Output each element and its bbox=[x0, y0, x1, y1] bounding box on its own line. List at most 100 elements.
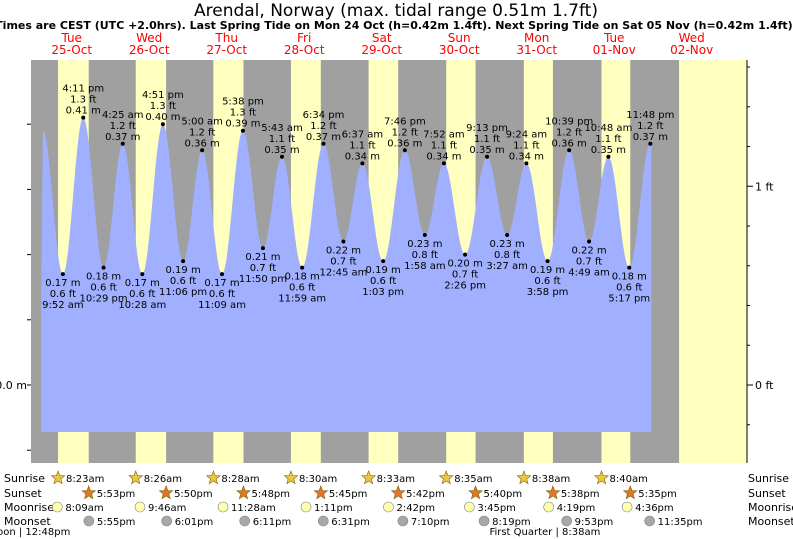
moonrise-row-label-right: Moonrise bbox=[748, 501, 793, 514]
tide-point bbox=[648, 141, 653, 146]
tide-time-label: 5:00 am bbox=[181, 116, 223, 127]
sunset-time: 5:38pm bbox=[561, 489, 600, 500]
moonset-time: 11:35pm bbox=[658, 517, 703, 528]
day-date: 29-Oct bbox=[361, 43, 402, 57]
tide-m-label: 0.37 m bbox=[306, 132, 341, 143]
tide-ft-label: 0.6 ft bbox=[370, 276, 396, 287]
tide-ft-label: 0.6 ft bbox=[616, 283, 642, 294]
tide-m-label: 0.34 m bbox=[426, 151, 461, 162]
tide-time-label: 6:34 pm bbox=[303, 110, 345, 121]
moonrise-time: 9:46am bbox=[148, 503, 186, 514]
moonrise-icon bbox=[383, 501, 394, 513]
moonrise-time: 2:42pm bbox=[396, 503, 435, 514]
tide-time-label: 10:48 am bbox=[584, 123, 632, 134]
tide-time-label: 4:49 am bbox=[568, 268, 610, 279]
tide-m-label: 0.22 m bbox=[571, 246, 606, 257]
tide-ft-label: 0.6 ft bbox=[170, 276, 196, 287]
moonset-icon bbox=[478, 515, 490, 527]
day-name: Wed bbox=[136, 31, 162, 45]
tide-m-label: 0.22 m bbox=[326, 246, 361, 257]
sunrise-icon bbox=[205, 470, 221, 485]
moonrise-icon bbox=[621, 501, 633, 513]
tide-ft-label: 1.2 ft bbox=[310, 121, 336, 132]
tide-ft-label: 1.3 ft bbox=[150, 101, 176, 112]
tide-time-label: 9:52 am bbox=[42, 300, 84, 311]
tide-time-label: 1:03 pm bbox=[362, 287, 404, 298]
tide-point bbox=[422, 233, 427, 238]
moonset-icon bbox=[397, 515, 409, 527]
day-date: 28-Oct bbox=[284, 43, 325, 57]
daylight-band bbox=[679, 60, 747, 463]
tide-ft-label: 0.7 ft bbox=[330, 257, 356, 268]
sunrise-icon bbox=[438, 470, 454, 485]
day-date: 31-Oct bbox=[516, 43, 557, 57]
sunrise-icon bbox=[128, 470, 144, 485]
day-date: 30-Oct bbox=[439, 43, 480, 57]
tide-m-label: 0.40 m bbox=[145, 112, 180, 123]
sunrise-icon bbox=[516, 470, 532, 485]
tide-ft-label: 1.2 ft bbox=[392, 127, 418, 138]
day-name: Tue bbox=[60, 31, 82, 45]
tide-m-label: 0.19 m bbox=[166, 265, 201, 276]
sunset-time: 5:42pm bbox=[406, 489, 445, 500]
moonset-icon bbox=[644, 515, 655, 527]
moonset-icon bbox=[239, 515, 251, 527]
moon-phase-label: First Quarter | 8:38am bbox=[489, 527, 600, 538]
day-name: Sun bbox=[448, 31, 471, 45]
tide-point bbox=[441, 161, 446, 166]
tide-time-label: 10:29 pm bbox=[80, 294, 128, 305]
sunset-time: 5:40pm bbox=[484, 489, 523, 500]
tide-m-label: 0.17 m bbox=[125, 278, 160, 289]
sunset-time: 5:35pm bbox=[638, 489, 677, 500]
tide-time-label: 9:24 am bbox=[506, 129, 548, 140]
tide-point bbox=[181, 259, 186, 264]
day-date: 25-Oct bbox=[51, 43, 92, 57]
tide-m-label: 0.36 m bbox=[387, 138, 422, 149]
tide-time-label: 4:11 pm bbox=[62, 84, 104, 95]
moonrise-time: 3:45pm bbox=[477, 503, 516, 514]
tide-ft-label: 0.6 ft bbox=[50, 289, 76, 300]
moonset-time: 6:11pm bbox=[253, 517, 292, 528]
sunrise-row-label: Sunrise bbox=[4, 472, 45, 485]
tide-time-label: 4:25 am bbox=[102, 110, 144, 121]
moonset-row-label-right: Moonset bbox=[748, 515, 793, 528]
tide-m-label: 0.37 m bbox=[633, 132, 668, 143]
tide-ft-label: 0.6 ft bbox=[289, 283, 315, 294]
sunrise-time: 8:35am bbox=[454, 474, 492, 485]
moonset-icon bbox=[561, 515, 572, 527]
sunset-icon bbox=[390, 485, 406, 500]
tide-time-label: 11:09 am bbox=[198, 300, 246, 311]
tide-m-label: 0.35 m bbox=[469, 145, 504, 156]
tide-ft-label: 1.1 ft bbox=[474, 134, 500, 145]
tide-point bbox=[524, 161, 529, 166]
sunset-icon bbox=[235, 485, 251, 500]
tide-point bbox=[81, 115, 86, 120]
day-date: 02-Nov bbox=[670, 43, 713, 57]
sunrise-time: 8:38am bbox=[532, 474, 570, 485]
tide-time-label: 5:43 am bbox=[261, 123, 303, 134]
day-name: Tue bbox=[603, 31, 625, 45]
day-name: Wed bbox=[679, 31, 705, 45]
sunset-row-label-right: Sunset bbox=[748, 487, 786, 500]
sunrise-row-label-right: Sunrise bbox=[748, 472, 789, 485]
tide-ft-label: 0.6 ft bbox=[534, 276, 560, 287]
day-name: Sat bbox=[372, 31, 392, 45]
tide-time-label: 4:51 pm bbox=[142, 90, 184, 101]
tide-point bbox=[606, 154, 611, 159]
tide-time-label: 3:58 pm bbox=[527, 287, 569, 298]
moonset-time: 7:10pm bbox=[411, 517, 450, 528]
tide-ft-label: 0.8 ft bbox=[412, 250, 438, 261]
sunrise-time: 8:33am bbox=[377, 474, 415, 485]
tide-m-label: 0.19 m bbox=[530, 265, 565, 276]
tide-m-label: 0.41 m bbox=[66, 106, 101, 117]
tide-time-label: 11:50 pm bbox=[239, 274, 287, 285]
tide-point bbox=[140, 272, 145, 277]
tide-point bbox=[120, 141, 125, 146]
moonset-row-label: Moonset bbox=[4, 515, 51, 528]
tide-ft-label: 1.1 ft bbox=[431, 140, 457, 151]
sunrise-time: 8:26am bbox=[144, 474, 182, 485]
moonset-icon bbox=[161, 515, 172, 527]
moonrise-row-label: Moonrise bbox=[4, 501, 54, 514]
left-axis-label: 0.0 m bbox=[0, 379, 27, 392]
sunrise-time: 8:23am bbox=[66, 474, 104, 485]
